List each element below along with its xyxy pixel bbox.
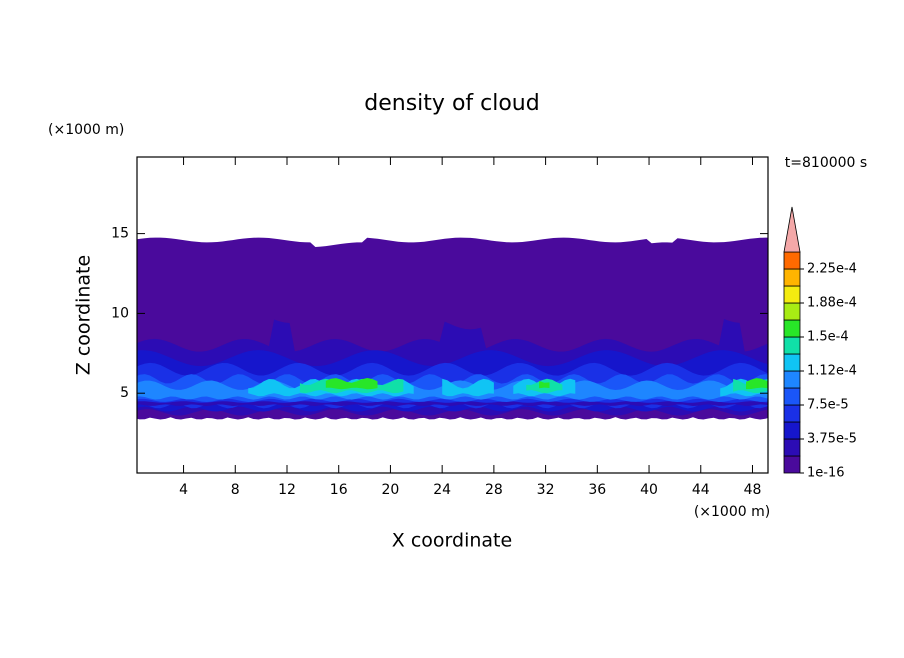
x-tick-label: 44 — [692, 482, 710, 498]
colorbar-tick-label: 2.25e-4 — [807, 262, 857, 277]
x-tick-label: 8 — [231, 482, 240, 498]
y-tick-label: 10 — [111, 305, 129, 321]
contour-region — [746, 378, 768, 390]
colorbar-tick-label: 7.5e-5 — [807, 398, 849, 413]
x-tick-label: 20 — [382, 482, 400, 498]
colorbar-band — [783, 268, 801, 287]
x-tick-label: 24 — [433, 482, 451, 498]
colorbar-band — [783, 336, 801, 355]
x-unit: (×1000 m) — [694, 504, 770, 520]
x-tick-label: 40 — [640, 482, 658, 498]
chart-title: density of cloud — [364, 91, 539, 116]
x-tick-label: 28 — [485, 482, 503, 498]
y-unit: (×1000 m) — [48, 122, 124, 138]
x-tick-label: 16 — [330, 482, 348, 498]
x-tick-label: 36 — [588, 482, 606, 498]
contour-region — [137, 401, 768, 406]
colorbar-tick-label: 1.5e-4 — [807, 330, 849, 345]
colorbar-band — [783, 251, 801, 270]
contour-region — [442, 378, 494, 397]
colorbar-band — [783, 319, 801, 338]
colorbar-extend — [783, 206, 801, 253]
plot-frame — [136, 156, 769, 474]
colorbar-band — [783, 404, 801, 423]
y-axis-title: Z coordinate — [73, 255, 95, 375]
y-tick-label: 5 — [120, 385, 129, 401]
x-tick-label: 12 — [278, 482, 296, 498]
x-axis-title: X coordinate — [392, 530, 512, 552]
y-tick-label: 15 — [111, 226, 129, 242]
colorbar-tick-label: 1.88e-4 — [807, 296, 857, 311]
contour-region — [325, 378, 378, 390]
colorbar-band — [783, 438, 801, 457]
colorbar-tick-label: 1e-16 — [807, 466, 845, 481]
contour-region — [539, 380, 550, 389]
colorbar-band — [783, 421, 801, 440]
colorbar-band — [783, 455, 801, 474]
contour-field — [137, 237, 768, 420]
colorbar-tick-label: 3.75e-5 — [807, 432, 857, 447]
x-tick-label: 48 — [744, 482, 762, 498]
time-annotation: t=810000 s — [785, 155, 867, 171]
x-tick-label: 32 — [537, 482, 555, 498]
colorbar-band — [783, 370, 801, 389]
colorbar-band — [783, 353, 801, 372]
x-tick-label: 4 — [179, 482, 188, 498]
colorbar-tick-label: 1.12e-4 — [807, 364, 857, 379]
colorbar-band — [783, 387, 801, 406]
colorbar-band — [783, 285, 801, 304]
colorbar-band — [783, 302, 801, 321]
